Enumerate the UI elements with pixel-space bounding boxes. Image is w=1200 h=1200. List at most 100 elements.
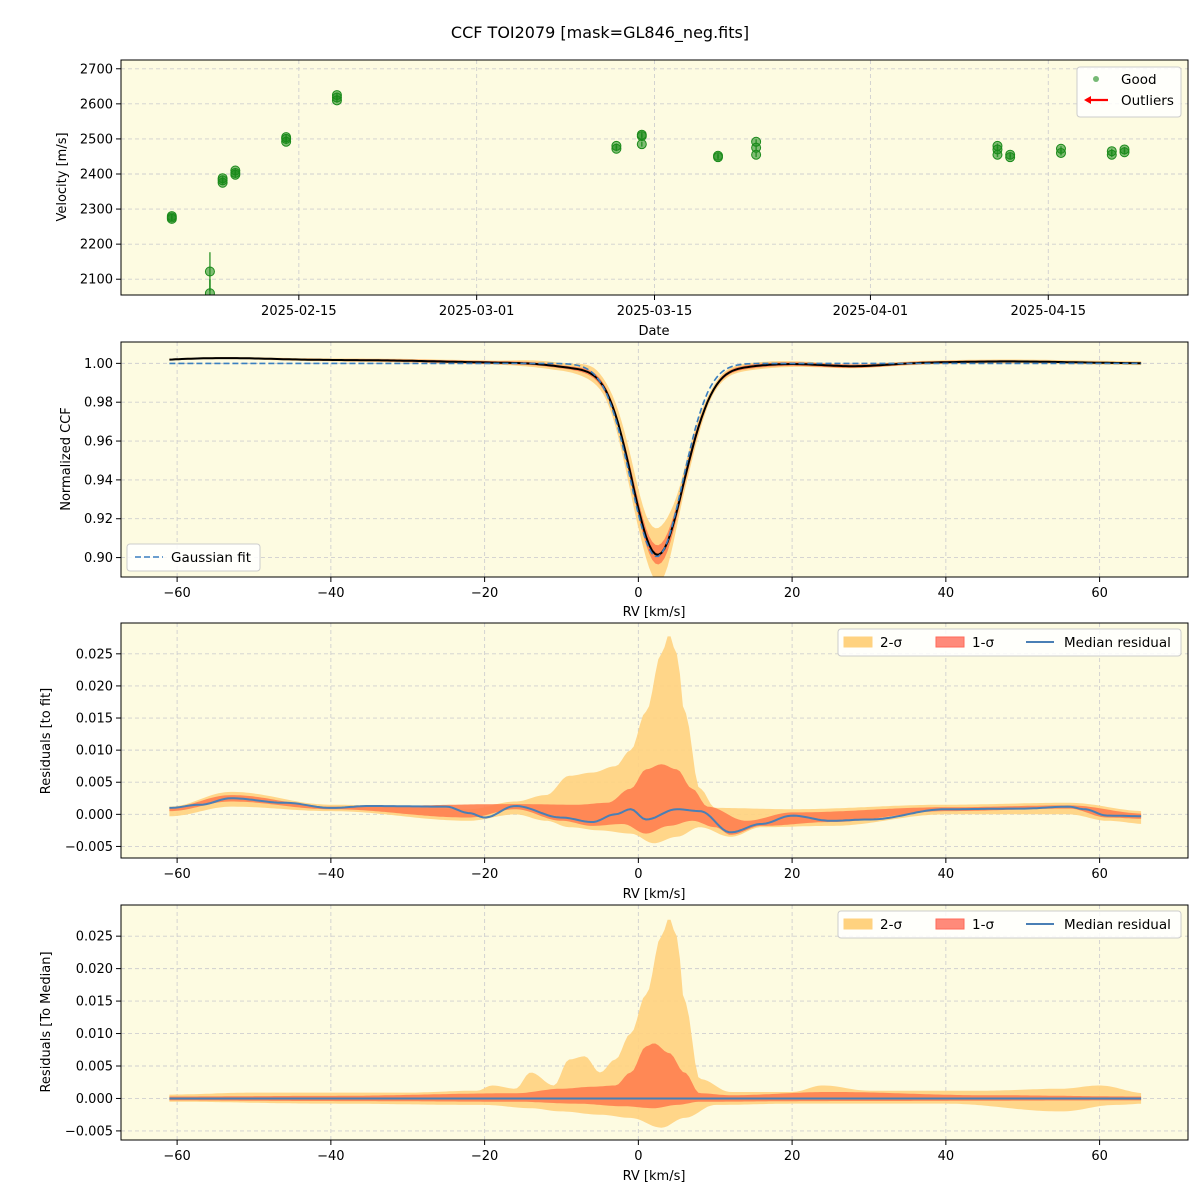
residuals-median-legend: 2-σ 1-σ Median residual bbox=[837, 910, 1182, 939]
residuals-median-ticks: −60 −40 −20 0 20 40 60 −0.005 0.000 0.005 0.010 0.0… bbox=[65, 930, 1108, 1164]
residuals-fit-panel: RV [km/s] Residuals [to fit] −60 −40 −20 0 2… bbox=[39, 622, 1189, 902]
residuals-fit-xtick-label: −60 bbox=[163, 867, 190, 882]
residuals-median-ylabel: Residuals [To Median] bbox=[39, 951, 54, 1092]
residuals-median-ytick-label: 0.025 bbox=[76, 930, 113, 945]
velocity-xtick-label: 2025-04-01 bbox=[833, 304, 909, 319]
residuals-median-legend-box bbox=[837, 910, 1182, 939]
residuals-median-legend-median-label: Median residual bbox=[1064, 917, 1171, 933]
residuals-fit-ytick-label: −0.005 bbox=[65, 840, 113, 855]
velocity-point bbox=[1119, 144, 1130, 155]
ccf-xlabel: RV [km/s] bbox=[623, 605, 686, 620]
ccf-ytick-label: 0.98 bbox=[84, 396, 113, 411]
velocity-ylabel: Velocity [m/s] bbox=[55, 132, 70, 221]
velocity-ytick-label: 2600 bbox=[80, 97, 113, 112]
velocity-grid bbox=[121, 60, 1188, 295]
velocity-point bbox=[331, 92, 342, 103]
ccf-legend: Gaussian fit bbox=[126, 543, 261, 572]
residuals-median-curves bbox=[169, 919, 1142, 1128]
residuals-fit-xlabel: RV [km/s] bbox=[623, 887, 686, 902]
velocity-plot-area bbox=[121, 60, 1188, 295]
residuals-median-xtick-label: 0 bbox=[634, 1149, 642, 1164]
residuals-median-xtick-label: −20 bbox=[471, 1149, 498, 1164]
velocity-point bbox=[751, 136, 762, 147]
legend-good-marker bbox=[1093, 76, 1099, 82]
residuals-median-panel: RV [km/s] Residuals [To Median] −60 −40 −2… bbox=[39, 904, 1189, 1184]
legend-good-label: Good bbox=[1121, 72, 1157, 88]
ccf-ytick-label: 0.96 bbox=[84, 435, 113, 450]
residuals-fit-ytick-label: 0.000 bbox=[76, 808, 113, 823]
legend-outlier-arrow-head bbox=[1084, 96, 1091, 104]
velocity-point bbox=[713, 150, 724, 161]
velocity-point bbox=[1106, 146, 1117, 157]
velocity-xtick-label: 2025-04-15 bbox=[1010, 304, 1086, 319]
residuals-fit-xtick-label: 40 bbox=[938, 867, 955, 882]
velocity-ytick-label: 2500 bbox=[80, 132, 113, 147]
residuals-fit-legend-2sigma-label: 2-σ bbox=[880, 635, 902, 651]
ccf-2sigma-band bbox=[169, 357, 1142, 577]
residuals-fit-xtick-label: 0 bbox=[634, 867, 642, 882]
ccf-ytick-label: 1.00 bbox=[84, 357, 113, 372]
velocity-legend-box bbox=[1076, 66, 1182, 118]
residuals-median-ytick-label: 0.010 bbox=[76, 1027, 113, 1042]
velocity-point bbox=[992, 140, 1003, 151]
residuals-median-ytick-label: −0.005 bbox=[65, 1124, 113, 1139]
residuals-fit-legend-2sigma-swatch bbox=[843, 636, 873, 648]
velocity-ticks: 2025-02-15 2025-03-01 2025-03-15 2025-04-01… bbox=[80, 62, 1086, 319]
velocity-point bbox=[166, 212, 177, 223]
ccf-xtick-label: −20 bbox=[471, 586, 498, 601]
velocity-xtick-label: 2025-03-01 bbox=[439, 304, 515, 319]
residuals-fit-legend-1sigma-swatch bbox=[935, 636, 965, 648]
residuals-fit-xtick-label: −20 bbox=[471, 867, 498, 882]
residuals-fit-ytick-label: 0.025 bbox=[76, 647, 113, 662]
residuals-fit-legend-box bbox=[837, 628, 1182, 657]
residuals-fit-axes-frame bbox=[120, 622, 1189, 859]
legend-gauss-label: Gaussian fit bbox=[171, 550, 251, 566]
ccf-legend-box bbox=[126, 543, 261, 572]
residuals-median-xlabel: RV [km/s] bbox=[623, 1169, 686, 1184]
velocity-point bbox=[1005, 149, 1016, 160]
ccf-ytick-label: 0.94 bbox=[84, 473, 113, 488]
ccf-xtick-label: 0 bbox=[634, 586, 642, 601]
legend-outlier-label: Outliers bbox=[1121, 93, 1174, 109]
ccf-ytick-label: 0.90 bbox=[84, 551, 113, 566]
residuals-median-xtick-label: 20 bbox=[784, 1149, 801, 1164]
ccf-xtick-label: 20 bbox=[784, 586, 801, 601]
ccf-panel: RV [km/s] Normalized CCF −60 −40 −20 0 20 40 6… bbox=[59, 341, 1189, 620]
residuals-median-2sigma-band bbox=[169, 919, 1142, 1128]
velocity-point bbox=[636, 129, 647, 140]
velocity-ytick-label: 2400 bbox=[80, 167, 113, 182]
ccf-xtick-label: −60 bbox=[163, 586, 190, 601]
velocity-ytick-label: 2200 bbox=[80, 238, 113, 253]
residuals-median-xtick-label: −40 bbox=[317, 1149, 344, 1164]
residuals-median-legend-2sigma-swatch bbox=[843, 918, 873, 930]
residuals-fit-ytick-label: 0.020 bbox=[76, 679, 113, 694]
ccf-axes-frame bbox=[120, 341, 1189, 578]
ccf-ticks: −60 −40 −20 0 20 40 60 0.90 0.92 0.94 0.96 0.98 1.00 bbox=[84, 357, 1108, 601]
velocity-axes-frame bbox=[120, 59, 1189, 296]
velocity-point bbox=[204, 266, 215, 277]
ccf-xtick-label: 40 bbox=[938, 586, 955, 601]
residuals-median-ytick-label: 0.000 bbox=[76, 1092, 113, 1107]
residuals-median-1sigma-band bbox=[169, 1043, 1142, 1109]
ccf-xtick-label: 60 bbox=[1091, 586, 1108, 601]
residuals-median-legend-1sigma-label: 1-σ bbox=[972, 917, 994, 933]
gaussian-fit-line bbox=[169, 362, 1142, 558]
residuals-fit-1sigma-band bbox=[169, 764, 1142, 835]
residuals-fit-legend: 2-σ 1-σ Median residual bbox=[837, 628, 1182, 657]
ccf-grid bbox=[121, 342, 1188, 577]
ccf-median-line bbox=[169, 357, 1142, 556]
residuals-median-xtick-label: 40 bbox=[938, 1149, 955, 1164]
ccf-xtick-label: −40 bbox=[317, 586, 344, 601]
residuals-median-xtick-label: 60 bbox=[1091, 1149, 1108, 1164]
velocity-ytick-label: 2700 bbox=[80, 62, 113, 77]
velocity-point bbox=[1055, 143, 1066, 154]
velocity-xtick-label: 2025-02-15 bbox=[261, 304, 337, 319]
residuals-fit-ytick-label: 0.005 bbox=[76, 776, 113, 791]
velocity-point bbox=[204, 288, 215, 295]
residuals-fit-ytick-label: 0.015 bbox=[76, 712, 113, 727]
ccf-ylabel: Normalized CCF bbox=[59, 407, 74, 511]
residuals-median-axes-frame bbox=[120, 904, 1189, 1141]
residuals-fit-xtick-label: 60 bbox=[1091, 867, 1108, 882]
velocity-point bbox=[217, 175, 228, 186]
